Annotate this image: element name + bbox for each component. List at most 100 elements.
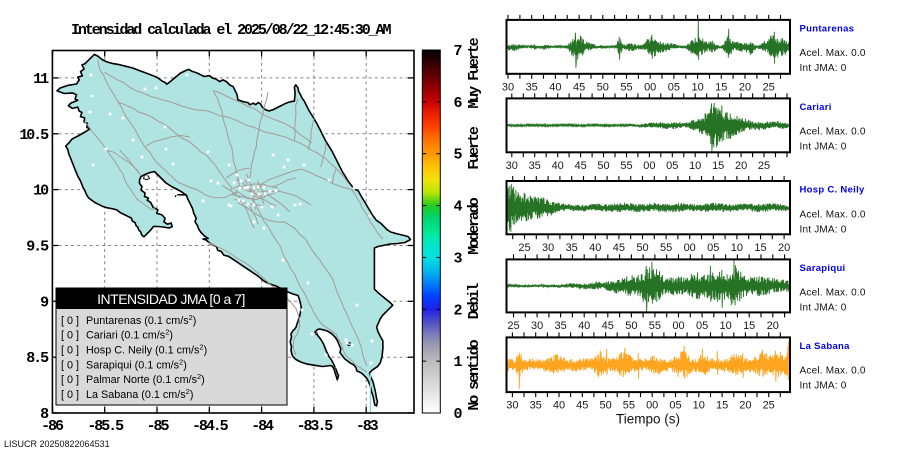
svg-text:10: 10 [731, 242, 743, 254]
svg-text:00: 00 [643, 160, 655, 172]
svg-text:55: 55 [623, 400, 635, 412]
svg-text:Acel. Max. 0.0: Acel. Max. 0.0 [800, 288, 866, 299]
svg-text:40: 40 [552, 160, 564, 172]
svg-text:55: 55 [660, 242, 672, 254]
svg-text:20: 20 [739, 400, 751, 412]
svg-text:Acel. Max. 0.0: Acel. Max. 0.0 [800, 127, 866, 138]
svg-text:-85.5: -85.5 [87, 418, 124, 435]
svg-text:20: 20 [767, 320, 779, 332]
svg-text:Cariari (0.1 cm/s2): Cariari (0.1 cm/s2) [86, 328, 173, 342]
svg-text:Debil: Debil [466, 283, 483, 320]
svg-text:25: 25 [763, 81, 775, 93]
svg-text:8.5: 8.5 [26, 350, 49, 367]
svg-text:35: 35 [566, 242, 578, 254]
svg-text:2: 2 [454, 302, 463, 319]
svg-text:10: 10 [693, 400, 705, 412]
svg-text:05: 05 [696, 320, 708, 332]
svg-text:45: 45 [573, 81, 585, 93]
svg-text:La Sabana: La Sabana [800, 341, 851, 352]
svg-text:Sarapiqui: Sarapiqui [800, 263, 846, 274]
svg-text:[ 0 ]: [ 0 ] [61, 315, 79, 327]
svg-text:15: 15 [754, 242, 766, 254]
svg-text:25: 25 [758, 160, 770, 172]
svg-text:10.5: 10.5 [19, 127, 49, 144]
svg-text:7: 7 [454, 43, 462, 60]
svg-text:10: 10 [689, 160, 701, 172]
svg-text:00: 00 [672, 320, 684, 332]
svg-text:25: 25 [763, 400, 775, 412]
svg-text:35: 35 [529, 160, 541, 172]
svg-text:Puntarenas: Puntarenas [800, 23, 855, 34]
svg-text:40: 40 [578, 320, 590, 332]
svg-text:-83: -83 [356, 418, 379, 435]
svg-text:Palmar Norte (0.1 cm/s2): Palmar Norte (0.1 cm/s2) [86, 372, 205, 386]
svg-text:No sentido: No sentido [466, 339, 483, 410]
svg-text:50: 50 [597, 160, 609, 172]
svg-text:40: 40 [589, 242, 601, 254]
svg-text:[ 0 ]: [ 0 ] [61, 389, 79, 401]
svg-text:55: 55 [620, 81, 632, 93]
svg-text:25: 25 [507, 320, 519, 332]
svg-text:30: 30 [531, 320, 543, 332]
svg-text:50: 50 [625, 320, 637, 332]
svg-text:10: 10 [33, 183, 49, 200]
svg-text:Hosp C. Neily (0.1 cm/s2): Hosp C. Neily (0.1 cm/s2) [86, 343, 207, 357]
svg-text:Fuerte: Fuerte [466, 126, 483, 170]
svg-text:45: 45 [602, 320, 614, 332]
svg-text:05: 05 [707, 242, 719, 254]
svg-text:20: 20 [735, 160, 747, 172]
svg-text:25: 25 [518, 242, 530, 254]
svg-text:Int JMA: 0: Int JMA: 0 [800, 63, 847, 74]
svg-text:-83.5: -83.5 [297, 418, 334, 435]
svg-text:9: 9 [40, 294, 49, 311]
svg-text:05: 05 [666, 160, 678, 172]
svg-text:35: 35 [530, 400, 542, 412]
svg-text:00: 00 [684, 242, 696, 254]
svg-text:Sarapiqui (0.1 cm/s2): Sarapiqui (0.1 cm/s2) [86, 357, 187, 371]
svg-text:15: 15 [712, 160, 724, 172]
svg-text:-84: -84 [251, 418, 274, 435]
svg-text:30: 30 [542, 242, 554, 254]
svg-text:La Sabana (0.1 cm/s2): La Sabana (0.1 cm/s2) [86, 387, 193, 401]
svg-text:05: 05 [668, 81, 680, 93]
svg-text:10: 10 [719, 320, 731, 332]
svg-text:Int JMA: 0: Int JMA: 0 [800, 142, 847, 153]
svg-text:6: 6 [454, 95, 463, 112]
svg-text:15: 15 [715, 81, 727, 93]
svg-text:[ 0 ]: [ 0 ] [61, 374, 79, 386]
svg-text:-86: -86 [41, 418, 64, 435]
svg-text:00: 00 [646, 400, 658, 412]
svg-text:Acel. Max. 0.0: Acel. Max. 0.0 [800, 366, 866, 377]
svg-text:50: 50 [636, 242, 648, 254]
svg-text:Acel. Max. 0.0: Acel. Max. 0.0 [800, 48, 866, 59]
svg-text:0: 0 [454, 406, 463, 423]
svg-text:9.5: 9.5 [26, 239, 49, 256]
svg-text:15: 15 [716, 400, 728, 412]
svg-text:15: 15 [743, 320, 755, 332]
svg-text:[ 0 ]: [ 0 ] [61, 345, 79, 357]
svg-text:45: 45 [576, 400, 588, 412]
svg-text:Muy Fuerte: Muy Fuerte [466, 37, 483, 108]
svg-text:45: 45 [613, 242, 625, 254]
svg-text:55: 55 [620, 160, 632, 172]
svg-text:8: 8 [40, 406, 49, 423]
svg-text:Tiempo (s): Tiempo (s) [616, 412, 680, 427]
svg-text:Int JMA: 0: Int JMA: 0 [800, 381, 847, 392]
svg-text:INTENSIDAD JMA [0 a 7]: INTENSIDAD JMA [0 a 7] [97, 291, 245, 307]
svg-text:20: 20 [739, 81, 751, 93]
svg-text:10: 10 [691, 81, 703, 93]
svg-text:Intensidad calculada el 2025/0: Intensidad calculada el 2025/08/22_12:45… [71, 22, 391, 39]
svg-text:-85: -85 [147, 418, 170, 435]
svg-text:[ 0 ]: [ 0 ] [61, 330, 79, 342]
svg-text:Cariari: Cariari [800, 102, 832, 113]
svg-text:LISUCR 20250822064531: LISUCR 20250822064531 [4, 439, 110, 449]
svg-text:30: 30 [502, 81, 514, 93]
svg-text:Puntarenas (0.1 cm/s2): Puntarenas (0.1 cm/s2) [86, 313, 196, 327]
svg-text:40: 40 [549, 81, 561, 93]
svg-text:50: 50 [599, 400, 611, 412]
svg-text:-84.5: -84.5 [192, 418, 229, 435]
svg-text:30: 30 [506, 400, 518, 412]
svg-text:Int JMA: 0: Int JMA: 0 [800, 303, 847, 314]
svg-text:35: 35 [554, 320, 566, 332]
svg-text:3: 3 [454, 250, 463, 267]
